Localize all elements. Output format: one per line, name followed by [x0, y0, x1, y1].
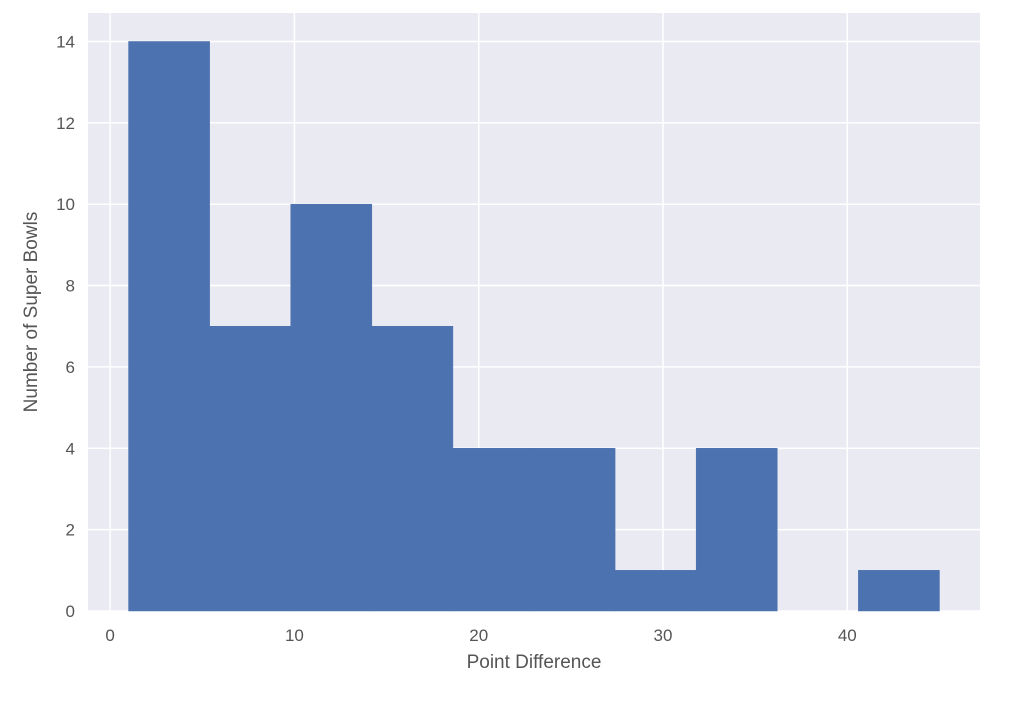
y-tick-label: 4 [66, 439, 75, 458]
y-tick-label: 12 [56, 114, 75, 133]
histogram-bar [371, 325, 454, 612]
x-axis-label: Point Difference [467, 652, 602, 673]
x-tick-label: 40 [838, 626, 857, 645]
histogram-bar [452, 448, 535, 612]
y-tick-label: 8 [66, 277, 75, 296]
x-tick-label: 10 [285, 626, 304, 645]
histogram-bar [533, 448, 616, 612]
y-tick-label: 10 [56, 195, 75, 214]
histogram-bar [695, 448, 778, 612]
y-tick-label: 6 [66, 358, 75, 377]
x-tick-label: 30 [654, 626, 673, 645]
histogram-bars [128, 41, 940, 612]
x-tick-label: 0 [105, 626, 114, 645]
x-tick-label: 20 [469, 626, 488, 645]
histogram-bar [858, 570, 940, 612]
histogram-bar [290, 203, 373, 612]
histogram-bar [614, 570, 697, 612]
y-tick-label: 14 [56, 32, 75, 51]
y-tick-label: 2 [66, 521, 75, 540]
histogram-bar [209, 325, 291, 612]
y-tick-label: 0 [66, 602, 75, 621]
histogram-bar [128, 41, 210, 612]
y-axis-label: Number of Super Bowls [21, 212, 42, 413]
tick-labels: 0 10 20 30 40 0 2 4 6 8 10 12 14 [56, 32, 857, 645]
